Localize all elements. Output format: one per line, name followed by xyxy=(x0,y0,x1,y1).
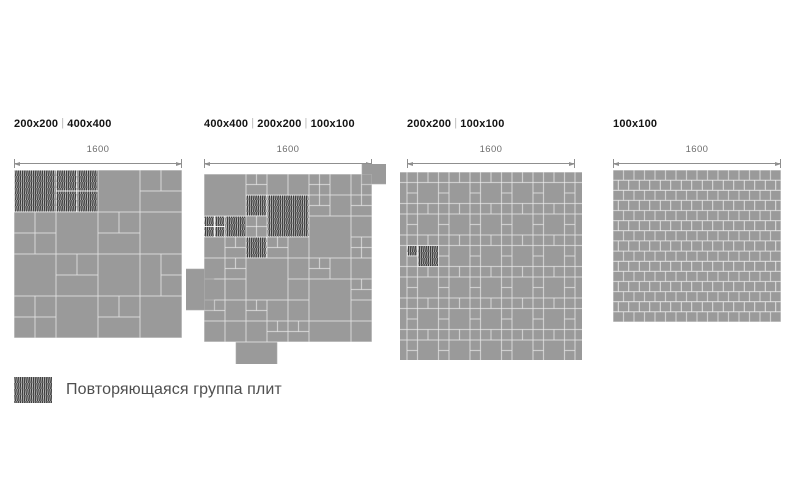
pattern-column-3: 200x200 | 100x100 1600 xyxy=(407,117,575,168)
tile-field-2 xyxy=(186,164,386,364)
pattern-2-size-1: 400x400 xyxy=(204,118,249,130)
dimension-label-4: 1600 xyxy=(685,144,709,155)
dimension-rule xyxy=(204,163,372,164)
pattern-column-1: 200x200 | 400x400 1600 xyxy=(14,117,182,338)
legend: Повторяющаяся группа плит xyxy=(14,377,282,403)
dimension-label-1: 1600 xyxy=(86,144,110,155)
pattern-2-size-3: 100x100 xyxy=(310,118,355,130)
pattern-column-2: 400x400 | 200x200 | 100x100 1600 xyxy=(204,117,372,168)
pattern-column-4: 100x100 1600 xyxy=(613,118,781,322)
pattern-2-size-2: 200x200 xyxy=(257,118,302,130)
dimension-arrow-left xyxy=(613,161,619,166)
tile-field-4 xyxy=(613,170,781,322)
dimension-line-3: 1600 xyxy=(407,144,575,168)
pattern-3-size-2: 100x100 xyxy=(460,118,505,130)
dimension-arrow-right xyxy=(775,161,781,166)
pattern-4-size-1: 100x100 xyxy=(613,118,658,130)
pattern-title-4: 100x100 xyxy=(613,118,657,131)
dimension-label-2: 1600 xyxy=(276,144,300,155)
title-separator: | xyxy=(251,117,255,129)
pattern-title-2: 400x400 | 200x200 | 100x100 xyxy=(204,117,355,131)
dimension-rule xyxy=(14,163,182,164)
dimension-arrow-left xyxy=(204,161,210,166)
dimension-arrow-left xyxy=(14,161,20,166)
pattern-1-size-2: 400x400 xyxy=(67,118,112,130)
dimension-rule xyxy=(407,163,575,164)
repeating-group-hatch-icon xyxy=(14,377,52,403)
title-separator: | xyxy=(61,117,65,129)
dimension-label-3: 1600 xyxy=(479,144,503,155)
tile-field-3 xyxy=(400,168,590,368)
pattern-1-size-1: 200x200 xyxy=(14,118,59,130)
dimension-line-1: 1600 xyxy=(14,144,182,168)
tile-field-1 xyxy=(14,170,182,350)
dimension-arrow-right xyxy=(569,161,575,166)
pattern-title-3: 200x200 | 100x100 xyxy=(407,117,505,131)
dimension-arrow-right xyxy=(176,161,182,166)
pattern-title-1: 200x200 | 400x400 xyxy=(14,117,112,131)
dimension-line-4: 1600 xyxy=(613,144,781,168)
dimension-arrow-left xyxy=(407,161,413,166)
legend-label: Повторяющаяся группа плит xyxy=(66,381,282,398)
title-separator: | xyxy=(454,117,458,129)
title-separator: | xyxy=(304,117,308,129)
dimension-rule xyxy=(613,163,781,164)
pattern-3-size-1: 200x200 xyxy=(407,118,452,130)
